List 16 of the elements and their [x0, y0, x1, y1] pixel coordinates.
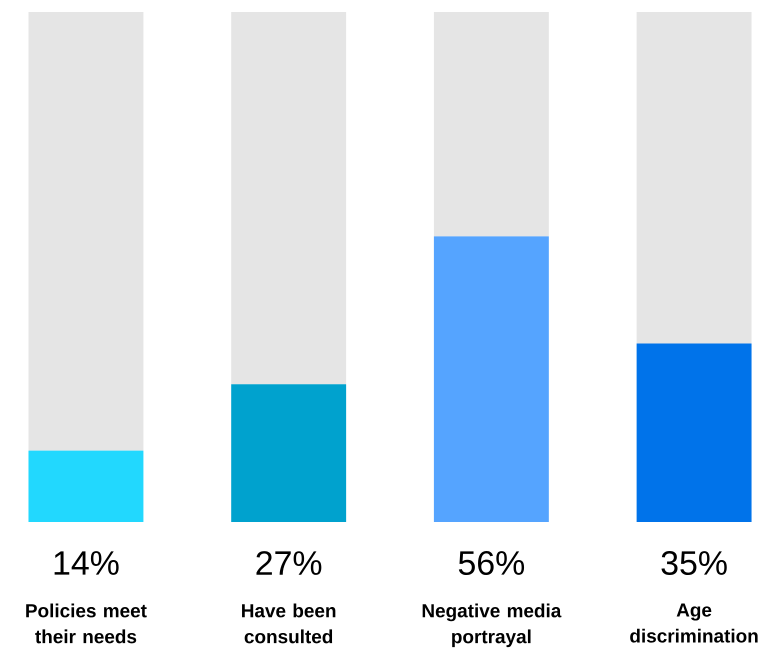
data-label: 27%: [256, 551, 322, 575]
data-label: 35%: [661, 551, 727, 575]
bar: [636, 12, 752, 344]
bar: [231, 12, 346, 384]
x-tick-label: Negative media portrayal: [422, 604, 562, 648]
bar: [636, 343, 752, 522]
bar: [28, 450, 144, 522]
bar: [434, 236, 549, 522]
data-label: 14%: [54, 551, 119, 575]
x-tick-label: Age discrimination: [630, 604, 758, 643]
data-label: 56%: [458, 551, 524, 575]
bar: [434, 12, 549, 236]
x-tick-label: Policies meet their needs: [26, 604, 147, 644]
bar: [231, 384, 346, 522]
bar: [28, 12, 144, 451]
x-tick-label: Have been consulted: [242, 604, 336, 644]
